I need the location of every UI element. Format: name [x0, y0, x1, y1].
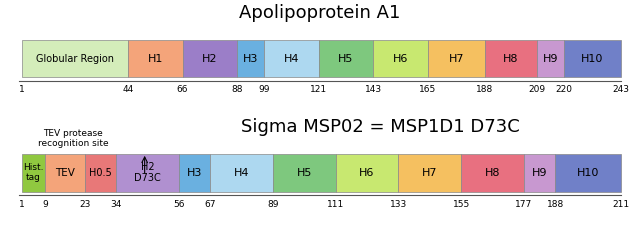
FancyBboxPatch shape	[536, 40, 564, 77]
Text: 111: 111	[327, 200, 344, 209]
Text: Globular Region: Globular Region	[36, 54, 114, 64]
Text: H6: H6	[393, 54, 408, 64]
FancyBboxPatch shape	[273, 154, 336, 192]
Text: H5: H5	[339, 54, 354, 64]
FancyBboxPatch shape	[556, 154, 621, 192]
Text: H5: H5	[296, 168, 312, 178]
Text: 44: 44	[122, 86, 134, 94]
Text: 177: 177	[515, 200, 532, 209]
Text: H4: H4	[284, 54, 300, 64]
Text: H8: H8	[484, 168, 500, 178]
Text: H2: H2	[202, 54, 218, 64]
Text: H6: H6	[359, 168, 375, 178]
FancyBboxPatch shape	[22, 154, 45, 192]
FancyBboxPatch shape	[336, 154, 399, 192]
Text: H8: H8	[503, 54, 518, 64]
Text: 188: 188	[547, 200, 564, 209]
FancyBboxPatch shape	[524, 154, 556, 192]
FancyBboxPatch shape	[484, 40, 536, 77]
FancyBboxPatch shape	[128, 40, 182, 77]
FancyBboxPatch shape	[237, 40, 264, 77]
FancyBboxPatch shape	[264, 40, 319, 77]
FancyBboxPatch shape	[45, 154, 84, 192]
Text: 1: 1	[19, 200, 25, 209]
Text: H9: H9	[532, 168, 547, 178]
Text: H7: H7	[449, 54, 464, 64]
FancyBboxPatch shape	[428, 40, 484, 77]
Text: 56: 56	[173, 200, 184, 209]
Text: 99: 99	[259, 86, 270, 94]
Text: 89: 89	[268, 200, 278, 209]
Text: H10: H10	[577, 168, 599, 178]
Text: 220: 220	[556, 86, 572, 94]
Text: Sigma MSP02 = MSP1D1 D73C: Sigma MSP02 = MSP1D1 D73C	[241, 118, 520, 136]
Text: Apolipoprotein A1: Apolipoprotein A1	[239, 3, 401, 21]
Text: H3: H3	[243, 54, 259, 64]
FancyBboxPatch shape	[182, 40, 237, 77]
Text: 243: 243	[612, 86, 629, 94]
Text: H7: H7	[422, 168, 438, 178]
Text: H9: H9	[543, 54, 558, 64]
Text: 121: 121	[310, 86, 327, 94]
Text: H2
D73C: H2 D73C	[134, 162, 161, 183]
FancyBboxPatch shape	[319, 40, 373, 77]
Text: 143: 143	[365, 86, 382, 94]
Text: 133: 133	[390, 200, 407, 209]
Text: 211: 211	[612, 200, 629, 209]
FancyBboxPatch shape	[84, 154, 116, 192]
Text: 155: 155	[452, 200, 470, 209]
Text: H10: H10	[581, 54, 604, 64]
Text: 165: 165	[419, 86, 436, 94]
Text: 34: 34	[111, 200, 122, 209]
Text: 209: 209	[528, 86, 545, 94]
Text: 188: 188	[476, 86, 493, 94]
Text: TEV protease
recognition site: TEV protease recognition site	[38, 129, 109, 148]
FancyBboxPatch shape	[373, 40, 428, 77]
Text: H4: H4	[234, 168, 250, 178]
FancyBboxPatch shape	[116, 154, 179, 192]
Text: 66: 66	[177, 86, 188, 94]
Text: 23: 23	[79, 200, 90, 209]
Text: H0.5: H0.5	[89, 168, 112, 178]
FancyBboxPatch shape	[179, 154, 210, 192]
Text: 88: 88	[231, 86, 243, 94]
FancyBboxPatch shape	[210, 154, 273, 192]
FancyBboxPatch shape	[461, 154, 524, 192]
Text: Hist.
tag: Hist. tag	[23, 163, 44, 182]
FancyBboxPatch shape	[22, 40, 128, 77]
Text: H1: H1	[148, 54, 163, 64]
FancyBboxPatch shape	[399, 154, 461, 192]
Text: 67: 67	[204, 200, 216, 209]
Text: 1: 1	[19, 86, 24, 94]
Text: 9: 9	[42, 200, 48, 209]
Text: TEV: TEV	[55, 168, 75, 178]
FancyBboxPatch shape	[564, 40, 621, 77]
Text: H3: H3	[187, 168, 202, 178]
